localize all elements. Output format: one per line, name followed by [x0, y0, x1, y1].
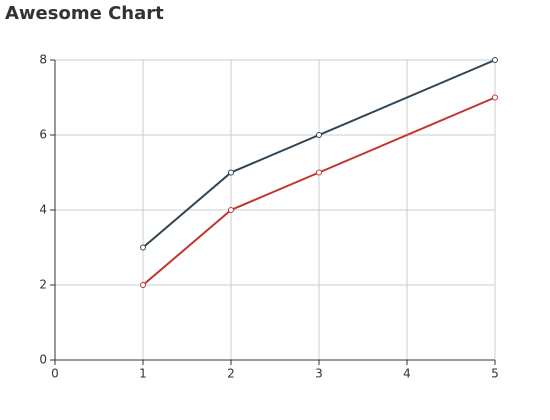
point — [228, 207, 234, 213]
point — [228, 169, 234, 176]
x-tick-label: 2 — [227, 367, 235, 381]
point — [492, 57, 498, 63]
y-tick-label: 6 — [39, 128, 47, 142]
point — [316, 132, 322, 138]
point — [492, 94, 498, 101]
point — [140, 282, 146, 288]
x-tick-label: 5 — [491, 367, 499, 381]
series-line — [142, 59, 496, 249]
x-tick-label: 1 — [139, 367, 147, 381]
x-tick-label: 0 — [51, 367, 59, 381]
y-tick-label: 8 — [39, 53, 47, 67]
y-tick-label: 0 — [39, 353, 47, 367]
x-tick-label: 3 — [315, 367, 323, 381]
point — [316, 169, 322, 176]
y-tick-label: 2 — [39, 278, 47, 292]
point — [140, 244, 146, 251]
series-line — [142, 96, 496, 286]
chart-title: Awesome Chart — [5, 3, 164, 24]
y-tick-label: 4 — [39, 203, 47, 217]
x-tick-label: 4 — [403, 367, 411, 381]
